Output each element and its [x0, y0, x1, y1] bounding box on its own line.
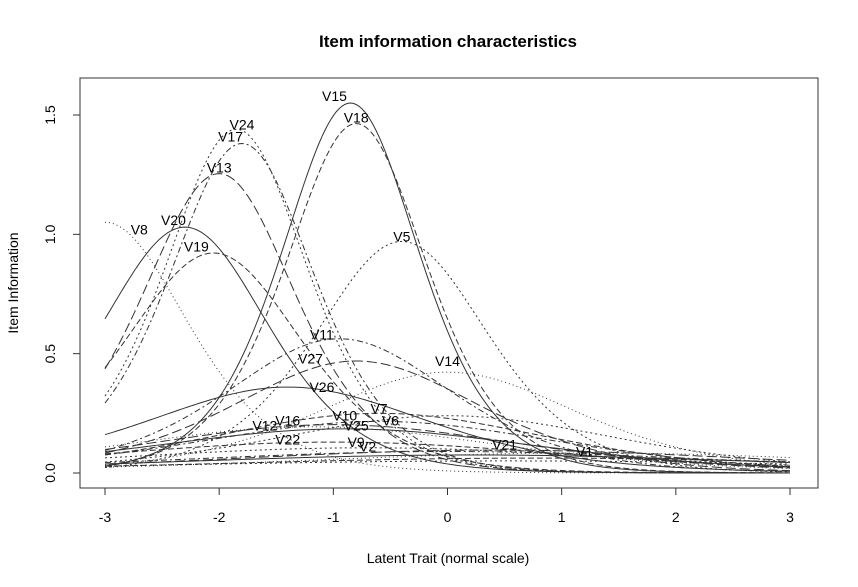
y-axis: 0.0 0.5 1.0 1.5	[42, 105, 81, 483]
curve-v18	[104, 123, 791, 474]
curve-label-v27: V27	[298, 350, 323, 366]
curve-label-v1: V1	[576, 444, 593, 460]
x-tick-label: -3	[99, 509, 112, 525]
curve-label-v12: V12	[252, 417, 277, 433]
curve-label-v14: V14	[435, 353, 460, 369]
curve-v17	[104, 142, 790, 474]
curve-label-v9: V9	[348, 434, 365, 450]
curve-v22	[104, 441, 791, 468]
curve-v20	[104, 226, 790, 474]
curve-group	[104, 102, 791, 474]
curve-v8	[104, 221, 790, 474]
curve-label-v18: V18	[344, 109, 369, 125]
curve-label-v19: V19	[184, 238, 209, 254]
curve-label-v16: V16	[275, 412, 300, 428]
x-tick-label: 2	[672, 509, 680, 525]
x-tick-label: -1	[327, 509, 340, 525]
plot-frame	[79, 77, 819, 489]
x-tick-label: 0	[444, 509, 452, 525]
curve-label-v13: V13	[207, 160, 232, 176]
curve-v5	[104, 240, 791, 473]
curve-v26	[104, 386, 791, 472]
y-tick-label: 1.0	[42, 224, 58, 244]
curve-label-v2: V2	[359, 439, 376, 455]
curve-v9	[104, 447, 791, 466]
curve-v6	[104, 420, 791, 467]
curve-label-v25: V25	[344, 417, 369, 433]
curve-label-v8: V8	[131, 222, 148, 238]
curve-v4	[104, 457, 791, 467]
curve-label-v7: V7	[370, 401, 387, 417]
curve-v13	[104, 173, 790, 474]
curve-v19	[104, 252, 791, 474]
curve-v12	[104, 426, 791, 470]
curve-v7	[104, 415, 791, 463]
curve-label-v17: V17	[218, 128, 243, 144]
x-axis-label: Latent Trait (normal scale)	[367, 550, 530, 566]
curve-v21	[104, 449, 791, 465]
y-tick-label: 0.5	[42, 344, 58, 364]
curve-v27	[104, 360, 791, 472]
curve-label-v21: V21	[492, 436, 517, 452]
y-axis-label: Item Information	[5, 232, 21, 333]
curve-label-v20: V20	[161, 212, 186, 228]
curve-v24	[104, 128, 790, 474]
x-axis: -3 -2 -1 0 1 2 3	[99, 487, 794, 525]
curve-v23	[104, 460, 791, 467]
curve-label-v5: V5	[393, 229, 410, 245]
y-tick-label: 0.0	[42, 463, 58, 483]
x-tick-label: 3	[786, 509, 794, 525]
curve-v3	[104, 454, 791, 465]
curve-v2	[104, 451, 791, 464]
curve-label-v10: V10	[332, 408, 357, 424]
x-tick-label: -2	[213, 509, 226, 525]
curve-label-v15: V15	[322, 88, 347, 104]
curve-label-v26: V26	[309, 379, 334, 395]
y-tick-label: 1.5	[42, 105, 58, 125]
curve-label-v11: V11	[310, 327, 334, 343]
curve-label-v6: V6	[382, 412, 399, 428]
chart-title: Item information characteristics	[319, 32, 577, 51]
curve-label-v22: V22	[275, 432, 300, 448]
curve-label-v24: V24	[230, 117, 255, 133]
x-tick-label: 1	[558, 509, 566, 525]
